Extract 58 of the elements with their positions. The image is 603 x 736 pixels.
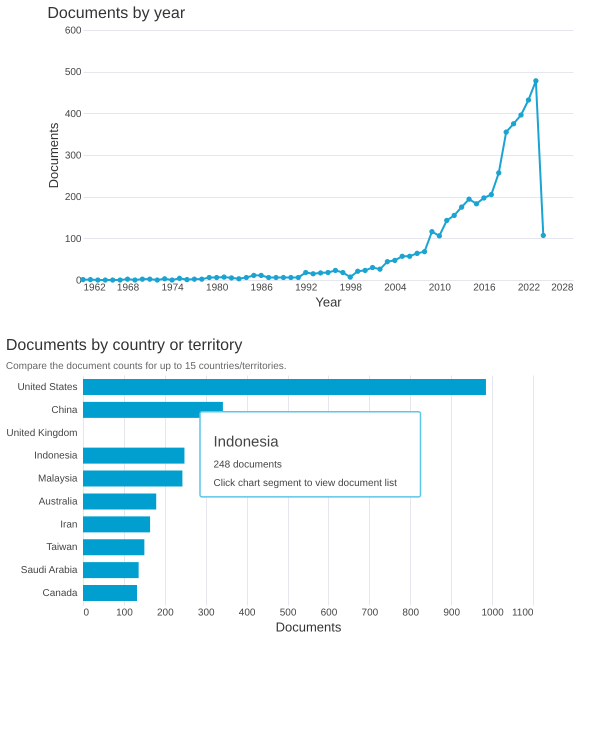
y-tick-label: United States (17, 382, 78, 394)
y-tick-label: United Kingdom (6, 428, 78, 439)
x-tick-label: 400 (238, 608, 256, 618)
x-tick-label: 0 (84, 608, 90, 618)
x-tick-label: 100 (116, 608, 134, 618)
x-axis-title: Year (315, 294, 342, 310)
annotation: Click chart segment to view document list (214, 478, 398, 490)
bar (83, 562, 139, 578)
bar (83, 379, 486, 396)
bar (83, 493, 156, 510)
y-tick-label: Canada (42, 588, 78, 599)
bar (83, 539, 144, 556)
x-tick-label: 1968 (116, 282, 140, 294)
bar (83, 448, 184, 464)
x-tick-label: 1962 (84, 282, 106, 294)
x-tick-label: 500 (280, 608, 297, 618)
y-tick-label: 400 (64, 108, 82, 120)
x-tick-label: 600 (320, 608, 338, 618)
bar (83, 516, 150, 532)
x-tick-label: 1986 (250, 282, 274, 294)
x-tick-label: 1992 (295, 282, 318, 294)
x-tick-label: 1000 (481, 608, 504, 618)
y-tick-label: Taiwan (46, 542, 78, 554)
x-tick-label: 1980 (206, 282, 229, 294)
chart-title: Documents by country or territory (6, 337, 242, 354)
x-tick-label: 300 (198, 608, 216, 618)
x-tick-label: 1100 (512, 608, 534, 618)
y-tick-label: 500 (64, 67, 82, 78)
x-axis-title: Documents (276, 620, 342, 634)
x-tick-label: 1998 (340, 282, 362, 294)
x-tick-label: 2016 (473, 282, 496, 294)
x-tick-label: 2010 (428, 282, 452, 294)
y-tick-label: Saudi Arabia (20, 565, 78, 576)
chart-subtitle: Compare the document counts for up to 15 countries/territories. (6, 361, 287, 372)
y-tick-label: Indonesia (34, 450, 78, 462)
chart-title: Documents by year (47, 5, 186, 22)
x-tick-label: 2022 (518, 282, 541, 294)
bar (83, 584, 137, 601)
annotation: Indonesia (214, 434, 280, 451)
bar (83, 402, 223, 418)
y-tick-label: 200 (64, 192, 82, 204)
y-tick-label: China (51, 404, 78, 416)
y-tick-label: Iran (60, 519, 78, 530)
x-tick-label: 200 (156, 608, 174, 618)
annotation: 248 documents (214, 460, 282, 471)
x-tick-label: 900 (443, 608, 460, 618)
y-tick-label: 100 (64, 234, 82, 245)
y-tick-label: 600 (64, 26, 82, 36)
x-tick-label: 800 (402, 608, 420, 618)
x-tick-label: 1974 (161, 282, 184, 294)
bar (83, 470, 182, 487)
x-tick-label: 2004 (384, 282, 407, 294)
y-axis-title: Documents (46, 122, 61, 188)
x-tick-label: 700 (362, 608, 379, 618)
y-tick-label: Malaysia (38, 474, 78, 485)
y-tick-label: Australia (38, 496, 78, 508)
x-tick-label: 2028 (551, 282, 574, 294)
y-tick-label: 300 (64, 150, 82, 162)
